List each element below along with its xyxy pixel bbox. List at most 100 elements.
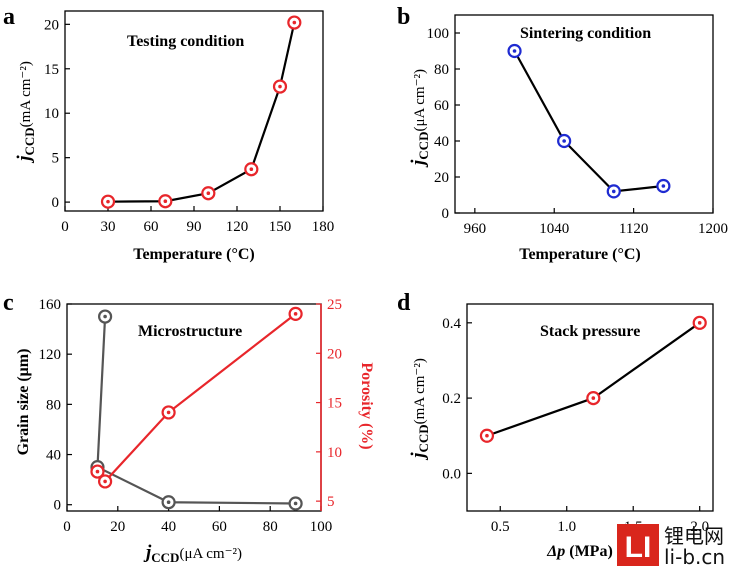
panel-a-ylabel: jCCD(mA cm⁻²): [14, 61, 37, 164]
panel-b-xtick-label: 1040: [539, 221, 569, 237]
panel-d-ytick-label: 0.2: [442, 391, 461, 407]
panel-a-xlabel: Temperature (°C): [133, 246, 254, 263]
panel-c-porosity-point: [90, 464, 105, 479]
panel-c-porosity-marker-dot: [95, 469, 100, 474]
panel-b-label: b: [397, 4, 410, 30]
panel-c-xtick-label: 40: [161, 519, 176, 535]
panel-c: c Microstructure jCCD(μA cm⁻²) Grain siz…: [3, 290, 375, 565]
panel-b-title: Sintering condition: [520, 25, 651, 42]
panel-b-xtick-label: 1200: [698, 221, 728, 237]
panel-b-yticks: 0 20 40 60 80 100: [427, 26, 460, 222]
panel-b: b Sintering condition Temperature (°C) j…: [397, 4, 728, 263]
panel-a-series-point: [287, 15, 302, 30]
panel-c-left-ytick-label: 160: [39, 297, 62, 313]
panel-d-label: d: [397, 290, 411, 316]
panel-d-title: Stack pressure: [540, 323, 640, 340]
panel-b-ytick-label: 20: [434, 170, 449, 186]
panel-a-series-marker-dot: [249, 167, 254, 172]
panel-d-series-point: [586, 390, 601, 406]
panel-c-xtick-label: 100: [310, 519, 333, 535]
panel-c-left-ytick-label: 80: [46, 397, 61, 413]
panel-d-yticks: 0.0 0.2 0.4: [442, 316, 472, 482]
panel-c-grain-line: [96, 316, 296, 505]
panel-b-xtick-label: 960: [464, 221, 487, 237]
panel-b-ytick-label: 80: [434, 62, 449, 78]
panel-c-porosity-marker-dot: [293, 312, 298, 316]
panel-d-series-point: [479, 428, 495, 443]
panel-a-series-point: [201, 186, 216, 201]
panel-b-xticks: 960 1040 1120 1200: [464, 208, 728, 237]
panel-b-ytick-label: 100: [427, 26, 450, 42]
panel-b-ylabel: jCCD(μA cm⁻²): [408, 69, 431, 168]
panel-c-grain-marker-dot: [293, 501, 298, 506]
watermark: LI 锂电网 li-b.cn: [617, 524, 725, 569]
panel-b-series-line: [513, 50, 664, 193]
panel-b-series-marker-dot: [611, 189, 616, 194]
panel-b-series-marker-dot: [562, 139, 566, 143]
panel-b-xlabel: Temperature (°C): [519, 246, 640, 263]
panel-c-xtick-label: 60: [212, 519, 227, 535]
panel-b-series-point: [606, 184, 621, 199]
panel-d-xlabel: Δp (MPa): [546, 543, 613, 560]
watermark-logo-box: [617, 524, 659, 566]
panel-a-xtick-label: 150: [269, 219, 292, 235]
panel-c-grain-point: [97, 309, 113, 324]
panel-c-porosity-point: [97, 474, 113, 489]
panel-c-xtick-label: 80: [263, 519, 278, 535]
panel-c-yticks-right: 5 10 15 20 25: [316, 297, 342, 511]
panel-c-right-ytick-label: 20: [327, 346, 342, 362]
panel-a-label: a: [3, 4, 15, 30]
panel-c-left-ytick-label: 40: [46, 448, 61, 464]
panel-a-series-point: [100, 194, 116, 209]
panel-d-series-marker-dot: [697, 321, 702, 325]
panel-c-grain-marker-dot: [103, 314, 107, 319]
panel-c-grain-marker-dot: [166, 500, 171, 505]
panel-d-xtick-label: 1.0: [557, 519, 576, 535]
panel-a-series-marker-dot: [278, 84, 282, 89]
panel-a-series-marker-dot: [292, 20, 297, 25]
panel-b-ytick-label: 0: [442, 206, 450, 222]
panel-a-xtick-label: 60: [144, 219, 159, 235]
watermark-logo-letters: LI: [625, 531, 652, 564]
panel-a-yticks: 0 5 10 15 20: [44, 17, 70, 211]
panel-d-frame: [466, 303, 714, 512]
panel-a-xticks: 0 30 60 90 120 150 180: [61, 206, 334, 235]
panel-d: d Stack pressure Δp (MPa) jCCD(mA cm⁻²) …: [397, 290, 714, 560]
panel-d-ylabel: jCCD(mA cm⁻²): [408, 358, 431, 461]
panel-a: a Testing condition Temperature (°C) jCC…: [3, 4, 334, 263]
panel-d-xtick-label: 0.5: [491, 519, 510, 535]
panel-a-title: Testing condition: [127, 33, 244, 50]
watermark-text-url: li-b.cn: [664, 545, 725, 569]
panel-a-ytick-label: 5: [52, 151, 60, 167]
panel-a-ytick-label: 15: [44, 62, 59, 78]
panel-a-xtick-label: 120: [226, 219, 249, 235]
panel-b-xtick-label: 1120: [619, 221, 648, 237]
panel-c-label: c: [3, 290, 14, 316]
panel-b-series-point: [557, 133, 572, 149]
panel-a-series-line: [107, 22, 296, 203]
watermark-text-cn: 锂电网: [664, 524, 724, 548]
panel-b-data: [507, 43, 671, 199]
panel-b-series-point: [656, 178, 671, 194]
panel-c-right-ytick-label: 15: [327, 396, 342, 412]
panel-a-ytick-label: 10: [44, 106, 59, 122]
panel-b-series-marker-dot: [512, 49, 517, 53]
panel-a-series-point: [158, 194, 173, 209]
panel-c-grain-point: [288, 496, 303, 511]
panel-d-series-marker-dot: [485, 433, 489, 438]
panel-c-porosity-point: [288, 306, 303, 321]
panel-a-ytick-label: 0: [52, 195, 60, 211]
panel-c-ylabel-right: Porosity (%): [358, 362, 375, 449]
panel-a-series-marker-dot: [106, 199, 110, 204]
panel-c-xticks: 0 20 40 60 80 100: [63, 506, 332, 535]
panel-c-porosity-marker-dot: [166, 410, 171, 415]
panel-a-data: [100, 15, 302, 209]
panel-b-series-marker-dot: [661, 184, 666, 188]
panel-c-data: [90, 306, 303, 511]
panel-c-ylabel-left: Grain size (μm): [15, 349, 32, 456]
panel-a-xtick-label: 0: [61, 219, 69, 235]
panel-c-grain-point: [161, 495, 176, 510]
panel-a-series-point: [244, 162, 259, 177]
panel-b-series-point: [507, 43, 522, 59]
